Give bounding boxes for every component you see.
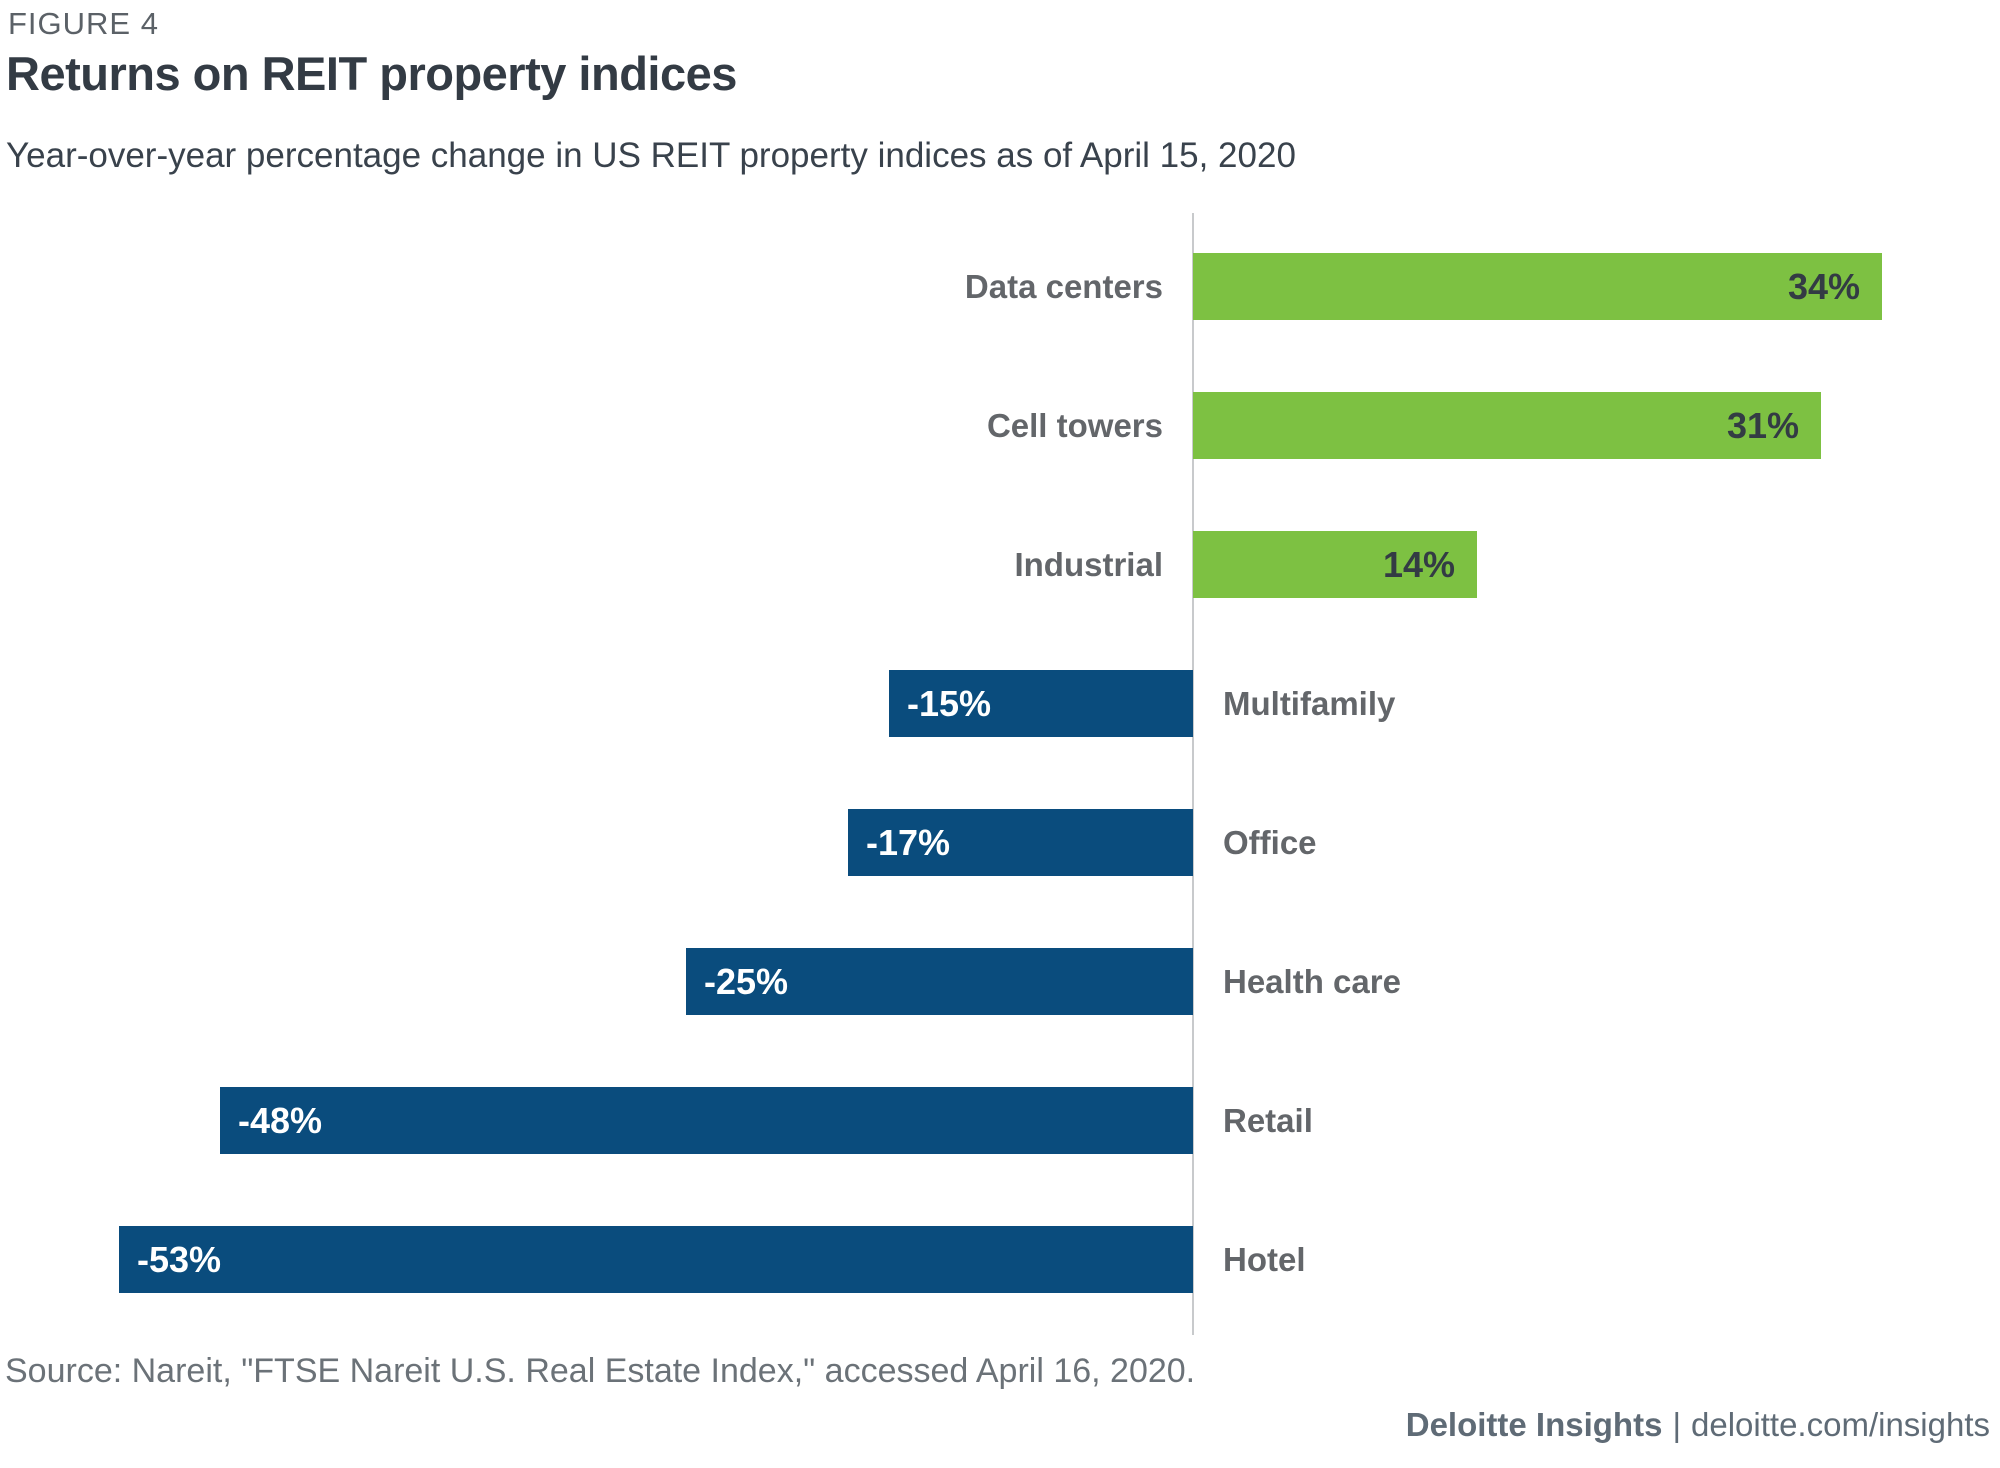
bar-row: Multifamily -15% — [0, 670, 2000, 737]
positive-bar: 14% — [1193, 531, 1477, 598]
value-label: -17% — [866, 822, 951, 863]
chart-title: Returns on REIT property indices — [6, 47, 737, 100]
brand-name: Deloitte Insights — [1405, 1406, 1663, 1443]
category-label: Health care — [1223, 963, 1401, 1000]
bar-chart: Data centers 34% Cell towers 31% Industrial 1… — [0, 213, 2000, 1335]
footer-branding: Deloitte Insights | deloitte.com/insights — [1406, 1406, 1990, 1444]
zero-baseline-axis — [1192, 213, 1194, 1335]
value-label: 31% — [1726, 405, 1799, 446]
negative-bar: -17% — [848, 809, 1193, 876]
brand-url: deloitte.com/insights — [1691, 1406, 1990, 1443]
category-label: Hotel — [1223, 1241, 1306, 1278]
bar-row: Data centers 34% — [0, 253, 2000, 320]
bar-row: Office -17% — [0, 809, 2000, 876]
negative-bar: -15% — [889, 670, 1193, 737]
negative-bar: -25% — [686, 948, 1193, 1015]
brand-separator: | — [1672, 1406, 1682, 1443]
value-label: 34% — [1787, 266, 1860, 307]
source-note: Source: Nareit, "FTSE Nareit U.S. Real E… — [5, 1352, 1196, 1390]
value-label: -15% — [907, 683, 992, 724]
chart-subtitle: Year-over-year percentage change in US R… — [6, 136, 1296, 175]
positive-bar: 31% — [1193, 392, 1821, 459]
negative-bar: -48% — [220, 1087, 1193, 1154]
category-label: Retail — [1223, 1102, 1313, 1139]
value-label: 14% — [1382, 544, 1455, 585]
category-label: Data centers — [964, 268, 1163, 305]
bar-row: Health care -25% — [0, 948, 2000, 1015]
category-label: Industrial — [1014, 546, 1163, 583]
positive-bar: 34% — [1193, 253, 1882, 320]
figure-number-label: FIGURE 4 — [8, 6, 159, 41]
bar-row: Hotel -53% — [0, 1226, 2000, 1293]
category-label: Office — [1223, 824, 1317, 861]
value-label: -53% — [137, 1239, 222, 1280]
category-label: Cell towers — [986, 407, 1163, 444]
bar-row: Industrial 14% — [0, 531, 2000, 598]
value-label: -48% — [238, 1100, 323, 1141]
category-label: Multifamily — [1223, 685, 1396, 722]
bar-row: Retail -48% — [0, 1087, 2000, 1154]
negative-bar: -53% — [119, 1226, 1193, 1293]
bar-row: Cell towers 31% — [0, 392, 2000, 459]
value-label: -25% — [704, 961, 789, 1002]
